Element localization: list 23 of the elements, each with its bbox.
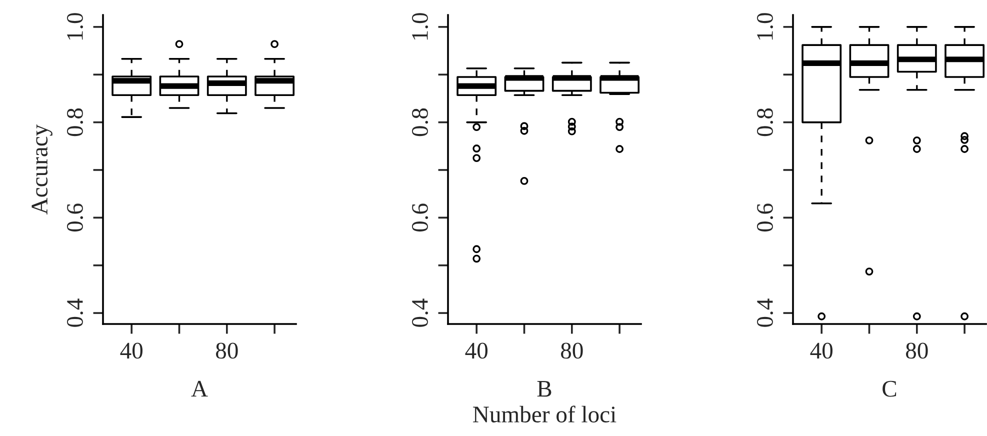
y-tick-label: 0.6 xyxy=(412,204,428,232)
y-axis-title: Accuracy xyxy=(32,124,52,214)
x-tick-label: 40 xyxy=(120,342,142,359)
x-tick-label: 80 xyxy=(216,342,238,359)
y-tick-label: 0.6 xyxy=(756,204,774,232)
y-tick-label: 0.4 xyxy=(412,298,428,327)
text: Number of loci xyxy=(473,406,616,422)
y-tick-label: 0.6 xyxy=(66,204,84,232)
x-tick-label: 40 xyxy=(810,342,832,359)
x-tick-label: 80 xyxy=(906,342,928,359)
y-tick-label: 0.8 xyxy=(412,108,428,136)
y-tick-label: 1.0 xyxy=(66,13,84,40)
y-tick-label: 0.4 xyxy=(66,298,84,327)
y-tick-label: 1.0 xyxy=(756,13,774,40)
x-axis-title: B xyxy=(537,381,552,397)
y-tick-label: 0.8 xyxy=(66,108,84,136)
x-tick-label: 80 xyxy=(560,342,583,359)
x-axis-title: C xyxy=(882,380,896,397)
x-axis-title: A xyxy=(191,380,208,397)
x-tick-label: 40 xyxy=(465,342,488,359)
y-tick-label: 0.4 xyxy=(756,298,774,327)
y-tick-label: 0.8 xyxy=(756,108,774,136)
y-tick-label: 1.0 xyxy=(412,13,428,40)
